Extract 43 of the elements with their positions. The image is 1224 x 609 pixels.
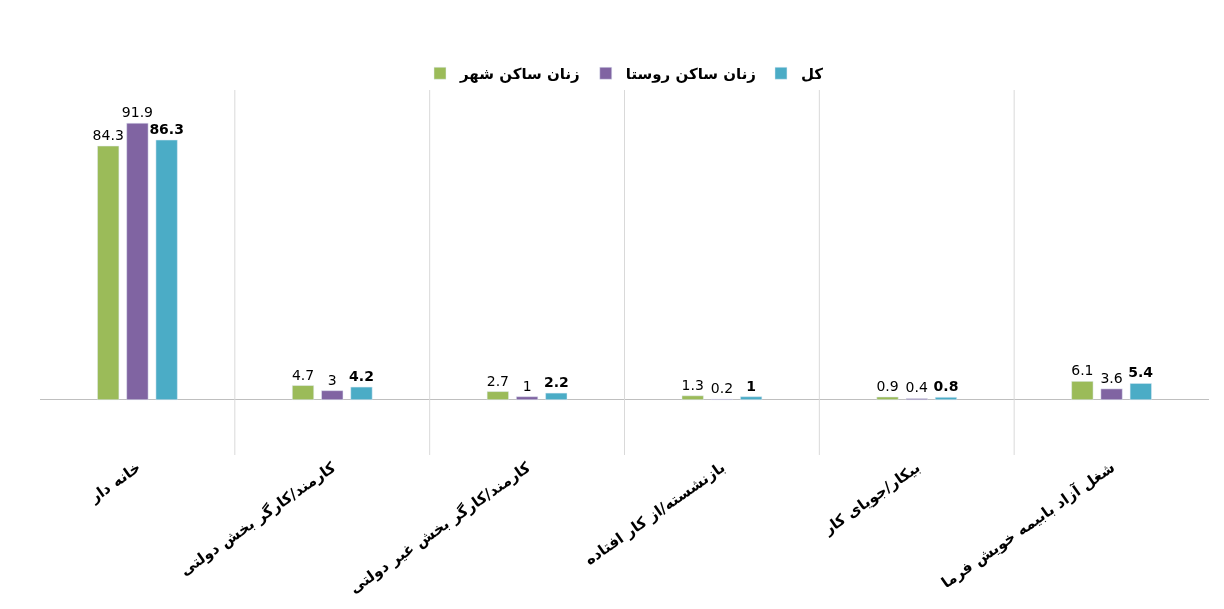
legend-label: کل	[800, 65, 824, 84]
x-tick-label: کارمند/کارگر بخش دولتی	[176, 458, 340, 580]
x-tick-label: کارمند/کارگر بخش غیر دولتی	[345, 458, 534, 598]
bar	[292, 385, 314, 400]
data-label: 0.2	[710, 380, 734, 397]
data-label: 6.1	[1071, 362, 1094, 379]
bar	[545, 392, 568, 400]
bar	[935, 397, 957, 400]
data-label: 1	[522, 377, 532, 394]
bar	[681, 395, 704, 400]
data-label: 0.9	[876, 377, 899, 394]
data-label: 5.4	[1128, 364, 1154, 381]
data-label: 4.7	[291, 366, 315, 383]
bar	[97, 145, 120, 400]
legend-label: زنان ساکن شهر	[459, 65, 580, 84]
x-tick-label: شغل آزاد بابیمه خویش فرما	[937, 458, 1119, 592]
x-tick-label: خانه دار	[85, 458, 145, 507]
bar	[740, 396, 763, 400]
data-label: 2.2	[543, 374, 569, 391]
bar	[321, 390, 344, 400]
data-label: 1.3	[681, 376, 704, 393]
data-label: 91.9	[121, 104, 153, 121]
data-label: 1	[746, 377, 757, 394]
data-label: 3	[327, 371, 337, 388]
bar	[126, 122, 149, 400]
bar	[516, 396, 539, 400]
data-label: 2.7	[486, 372, 509, 389]
data-label: 0.8	[933, 378, 959, 395]
bar	[486, 391, 509, 400]
data-label: 0.4	[905, 379, 928, 396]
bar	[350, 386, 373, 400]
data-label: 86.3	[149, 121, 184, 138]
x-tick-label: بازنشسته/از کار افتاده	[581, 458, 729, 569]
data-label: 3.6	[1100, 369, 1123, 386]
legend-label: زنان ساکن روستا	[625, 65, 756, 84]
bar	[1100, 388, 1123, 400]
data-label: 84.3	[92, 127, 124, 144]
bar	[155, 139, 178, 400]
bar	[876, 396, 899, 400]
data-label: 4.2	[349, 368, 374, 385]
bar	[1129, 383, 1152, 400]
bar	[1071, 381, 1094, 400]
x-tick-label: بیکار/جویای کار	[819, 458, 924, 539]
